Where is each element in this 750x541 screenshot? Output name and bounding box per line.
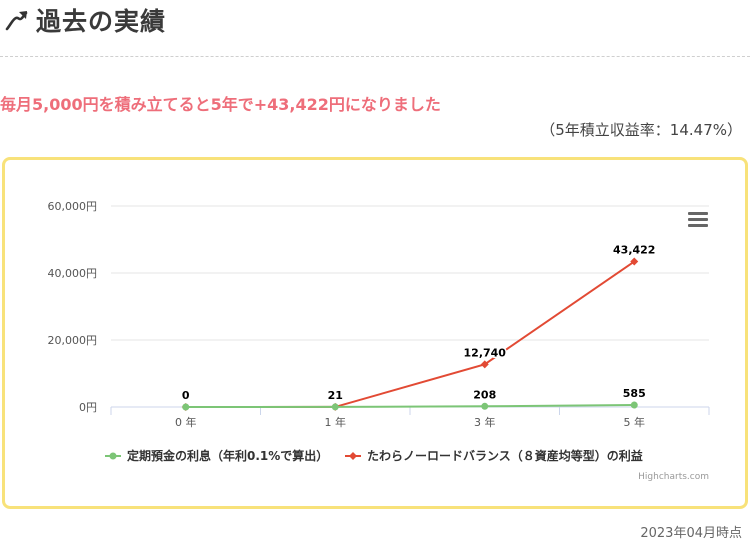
data-label: 585 — [623, 387, 646, 400]
dashed-divider — [0, 56, 750, 57]
series-line — [185, 404, 635, 408]
menu-bar — [688, 218, 708, 221]
data-point — [331, 403, 339, 411]
line-chart: 0円 20,000円 40,000円 60,000円 0 年 1 年 3 年 5 年 0 21… — [48, 200, 710, 463]
data-label: 0 — [182, 389, 190, 402]
x-tick-label: 0 年 — [175, 415, 197, 429]
x-tick-label: 1 年 — [325, 415, 347, 429]
legend-item[interactable]: 定期預金の利息（年利0.1%で算出） — [105, 448, 328, 463]
page-title: 過去の実績 — [36, 7, 167, 36]
series-line — [185, 260, 635, 408]
data-label: 43,422 — [613, 244, 655, 257]
menu-bar — [688, 224, 708, 227]
as-of-date: 2023年04月時点 — [640, 526, 742, 541]
result-headline: 毎月5,000円を積み立てると5年で+43,422円になりました — [0, 95, 441, 114]
yield-note: （5年積立収益率：14.47%） — [540, 121, 742, 139]
data-label: 208 — [473, 388, 496, 401]
data-point — [630, 257, 639, 266]
trend-up-icon — [5, 11, 28, 31]
x-tick-label: 3 年 — [474, 415, 496, 429]
y-tick-label: 60,000円 — [48, 200, 98, 213]
data-point — [630, 401, 638, 409]
data-label: 12,740 — [464, 346, 507, 359]
legend-marker — [109, 452, 117, 460]
legend-item[interactable]: たわらノーロードバランス（８資産均等型）の利益 — [345, 448, 643, 463]
y-tick-label: 20,000円 — [48, 334, 98, 347]
y-tick-label: 40,000円 — [48, 267, 98, 280]
legend-label: たわらノーロードバランス（８資産均等型）の利益 — [367, 448, 643, 463]
y-tick-label: 0円 — [79, 401, 97, 414]
data-point — [182, 403, 190, 411]
chart-menu-button[interactable] — [688, 212, 708, 230]
highcharts-credit[interactable]: Highcharts.com — [638, 472, 709, 482]
data-point — [481, 402, 489, 410]
data-label: 21 — [328, 389, 343, 402]
chart-panel: 0円 20,000円 40,000円 60,000円 0 年 1 年 3 年 5 年 0 21… — [2, 157, 748, 509]
legend-marker — [349, 452, 357, 460]
section-header: 過去の実績 — [4, 2, 166, 38]
menu-bar — [688, 212, 708, 215]
legend-label: 定期預金の利息（年利0.1%で算出） — [127, 448, 328, 463]
x-tick-label: 5 年 — [624, 415, 646, 429]
data-point — [480, 360, 489, 369]
